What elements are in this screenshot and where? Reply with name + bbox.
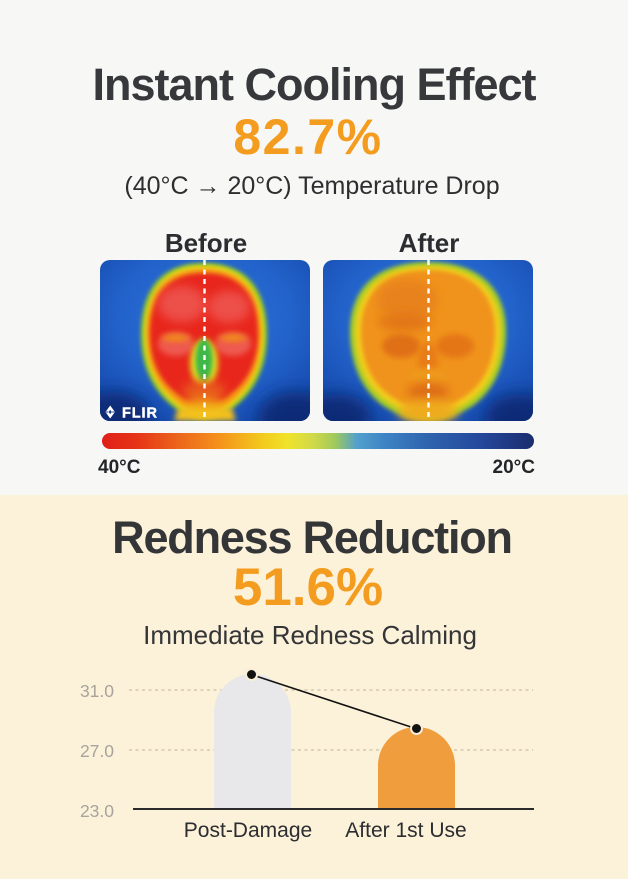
svg-text:FLIR: FLIR: [122, 405, 158, 421]
